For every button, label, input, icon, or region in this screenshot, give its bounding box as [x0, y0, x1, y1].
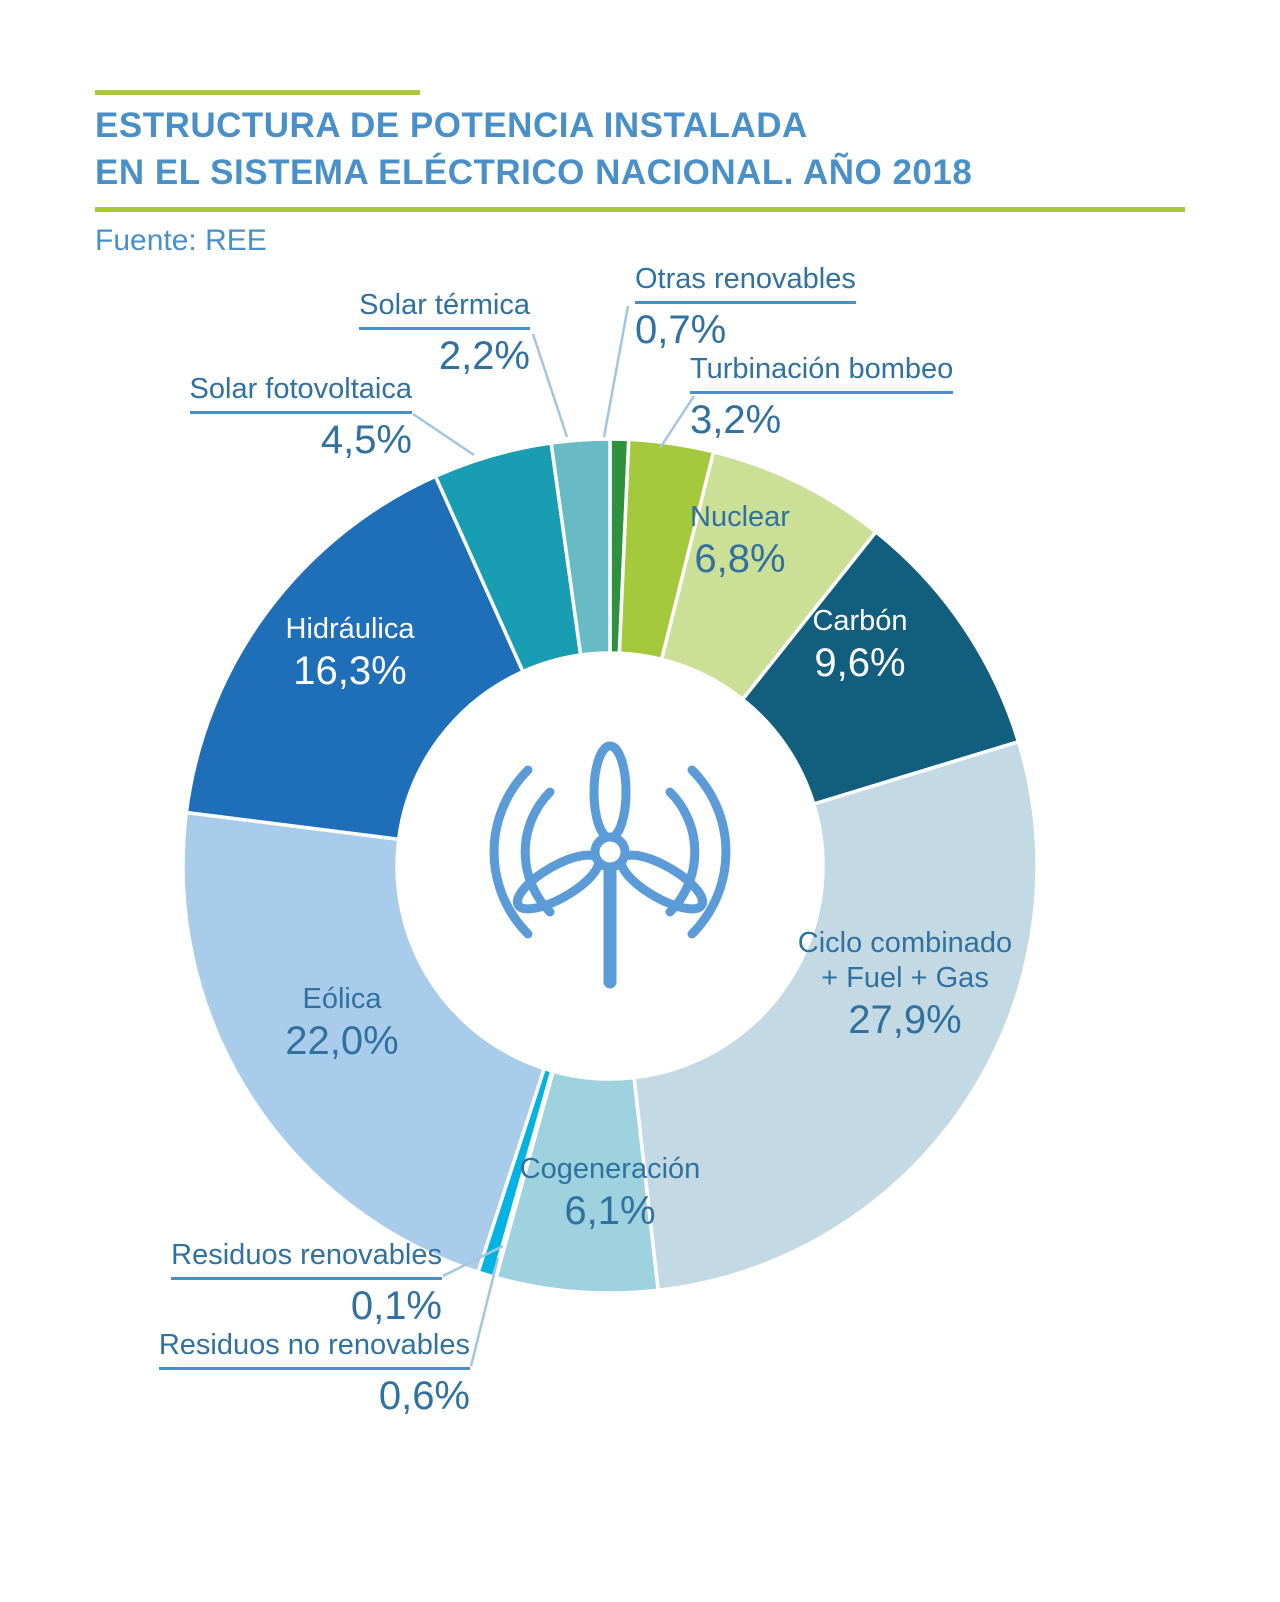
segment-pct: 9,6% [814, 641, 906, 685]
label-cogeneracion: Cogeneración 6,1% [460, 1152, 760, 1235]
label-otras-renovables: Otras renovables 0,7% [635, 262, 915, 353]
label-ciclo-combinado: Ciclo combinado + Fuel + Gas 27,9% [745, 926, 1065, 1044]
label-eolica: Eólica 22,0% [192, 982, 492, 1065]
wind-arc-left-inner [520, 787, 555, 917]
leader-lines [412, 305, 696, 1367]
segment-name: Carbón [812, 605, 908, 637]
segment-pct: 6,1% [564, 1189, 656, 1233]
label-solar-termica: Solar térmica 2,2% [268, 288, 530, 379]
label-solar-fotovoltaica: Solar fotovoltaica 4,5% [150, 372, 412, 463]
label-nuclear: Nuclear 6,8% [615, 500, 865, 583]
segment-pct: 0,6% [378, 1374, 470, 1418]
label-carbon: Carbón 9,6% [735, 604, 985, 687]
segment-name-line1: Ciclo combinado [797, 927, 1013, 959]
source-text: Fuente: REE [95, 224, 267, 257]
slice-hidraulica [184, 474, 525, 842]
segment-name: Turbinación bombeo [690, 352, 954, 394]
wind-arc-left-outer [489, 765, 533, 939]
segment-pct: 0,7% [635, 308, 727, 352]
segment-name: Hidráulica [285, 613, 415, 645]
segment-name: Residuos renovables [171, 1238, 442, 1280]
segment-name: Solar térmica [359, 288, 530, 330]
page-title: ESTRUCTURA DE POTENCIA INSTALADA EN EL S… [95, 102, 972, 196]
segment-name: Nuclear [690, 501, 790, 533]
segment-pct: 3,2% [690, 398, 782, 442]
leader-solar-termica [531, 333, 569, 438]
leader-residuos-renovables [442, 1244, 504, 1278]
segment-name-line2: + Fuel + Gas [821, 962, 989, 994]
segment-name: Eólica [302, 983, 382, 1015]
label-hidraulica: Hidráulica 16,3% [200, 612, 500, 695]
wind-arc-right-outer [687, 765, 731, 939]
segment-pct: 2,2% [438, 334, 530, 378]
wind-arc-right-inner [665, 787, 700, 917]
leader-solar-fotovoltaica [412, 412, 475, 457]
leader-otras-renovables [602, 305, 630, 438]
title-top-rule [95, 90, 420, 95]
segment-name: Residuos no renovables [158, 1328, 470, 1370]
segment-pct: 22,0% [285, 1019, 399, 1063]
segment-pct: 0,1% [350, 1284, 442, 1328]
segment-pct: 27,9% [848, 998, 962, 1042]
slice-ciclo-combinado-fuel-gas [632, 739, 1039, 1293]
slice-eolica [181, 810, 546, 1274]
segment-pct: 4,5% [320, 418, 412, 462]
segment-pct: 16,3% [293, 649, 407, 693]
label-residuos-renovables: Residuos renovables 0,1% [171, 1238, 442, 1329]
label-residuos-no-renovables: Residuos no renovables 0,6% [148, 1328, 470, 1419]
page-title-line2: EN EL SISTEMA ELÉCTRICO NACIONAL. AÑO 20… [95, 153, 973, 192]
turbine-blade-top [589, 741, 631, 843]
slice-solar-termica [549, 437, 612, 657]
donut-slices [181, 437, 1039, 1295]
turbine-hub [590, 832, 630, 872]
segment-name: Cogeneración [519, 1153, 701, 1185]
title-bottom-rule [95, 207, 1185, 212]
segment-name: Otras renovables [635, 262, 856, 304]
segment-pct: 6,8% [694, 537, 786, 581]
leader-turbinacion-bombeo [658, 395, 696, 449]
page-title-line1: ESTRUCTURA DE POTENCIA INSTALADA [95, 106, 808, 145]
segment-name: Solar fotovoltaica [189, 372, 412, 414]
wind-turbine-icon [489, 741, 731, 989]
leader-residuos-no-renovables [469, 1257, 500, 1367]
label-turbinacion-bombeo: Turbinación bombeo 3,2% [690, 352, 990, 443]
